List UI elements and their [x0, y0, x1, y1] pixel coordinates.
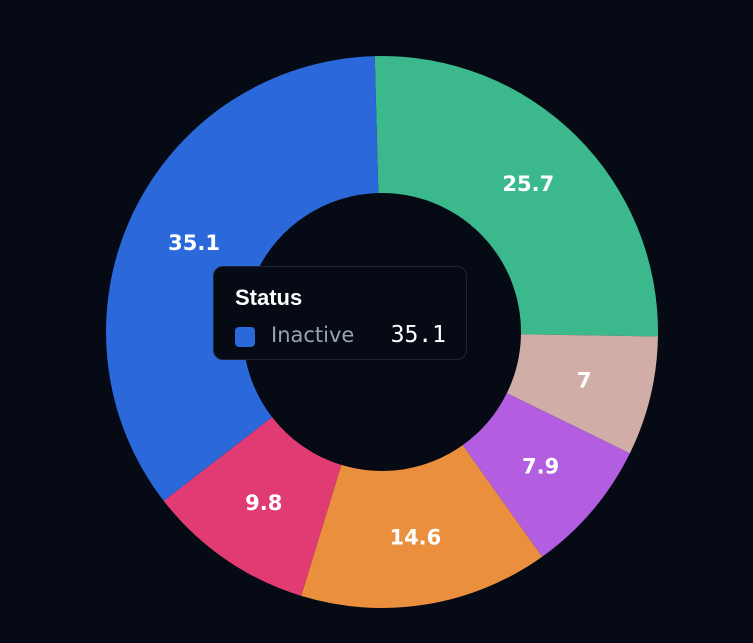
donut-slice-1[interactable] — [506, 334, 658, 454]
donut-slice-label-5: 35.1 — [168, 231, 220, 255]
donut-slice-label-3: 14.6 — [389, 525, 441, 549]
donut-slice-label-4: 9.8 — [245, 491, 282, 515]
tooltip-series-value: 35.1 — [390, 322, 446, 348]
tooltip: Status Inactive 35.1 — [213, 266, 467, 360]
donut-slice-4[interactable] — [163, 417, 342, 596]
tooltip-title: Status — [235, 285, 303, 310]
donut-slice-label-0: 25.7 — [502, 172, 554, 196]
donut-slice-3[interactable] — [301, 445, 543, 608]
donut-slice-label-2: 7.9 — [522, 455, 559, 479]
tooltip-series-name: Inactive — [271, 323, 355, 347]
donut-slice-labels: 25.7 7 7.9 14.6 9.8 35.1 — [168, 172, 591, 549]
donut-slice-0[interactable] — [374, 56, 658, 337]
donut-slice-label-1: 7 — [577, 369, 592, 393]
donut-slice-2[interactable] — [462, 393, 630, 557]
tooltip-series-swatch — [235, 327, 255, 347]
